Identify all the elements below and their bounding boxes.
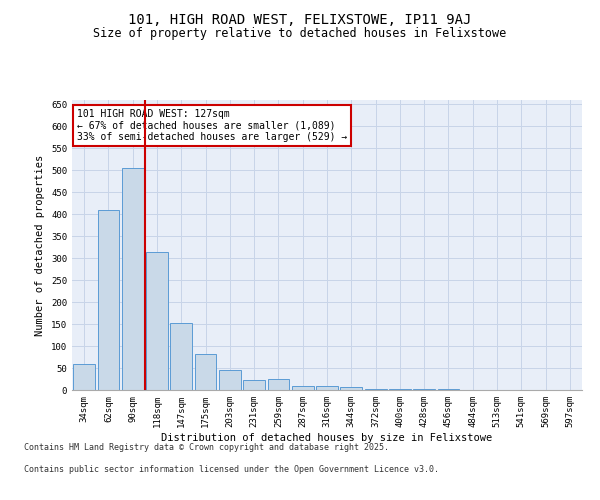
Bar <box>389 389 411 390</box>
Bar <box>365 389 386 390</box>
Bar <box>292 386 314 390</box>
Bar <box>437 389 460 390</box>
Bar <box>219 370 241 390</box>
Bar <box>268 379 289 390</box>
Bar <box>316 386 338 390</box>
Text: Contains HM Land Registry data © Crown copyright and database right 2025.: Contains HM Land Registry data © Crown c… <box>24 443 389 452</box>
Bar <box>122 168 143 390</box>
Text: Contains public sector information licensed under the Open Government Licence v3: Contains public sector information licen… <box>24 466 439 474</box>
Bar <box>146 252 168 390</box>
Bar <box>413 389 435 390</box>
Bar <box>73 364 95 390</box>
Y-axis label: Number of detached properties: Number of detached properties <box>35 154 46 336</box>
Bar <box>194 354 217 390</box>
Text: 101, HIGH ROAD WEST, FELIXSTOWE, IP11 9AJ: 101, HIGH ROAD WEST, FELIXSTOWE, IP11 9A… <box>128 12 472 26</box>
Text: Size of property relative to detached houses in Felixstowe: Size of property relative to detached ho… <box>94 28 506 40</box>
Text: 101 HIGH ROAD WEST: 127sqm
← 67% of detached houses are smaller (1,089)
33% of s: 101 HIGH ROAD WEST: 127sqm ← 67% of deta… <box>77 108 347 142</box>
Bar <box>97 210 119 390</box>
Bar <box>170 323 192 390</box>
Bar <box>243 380 265 390</box>
Bar <box>340 388 362 390</box>
X-axis label: Distribution of detached houses by size in Felixstowe: Distribution of detached houses by size … <box>161 432 493 442</box>
